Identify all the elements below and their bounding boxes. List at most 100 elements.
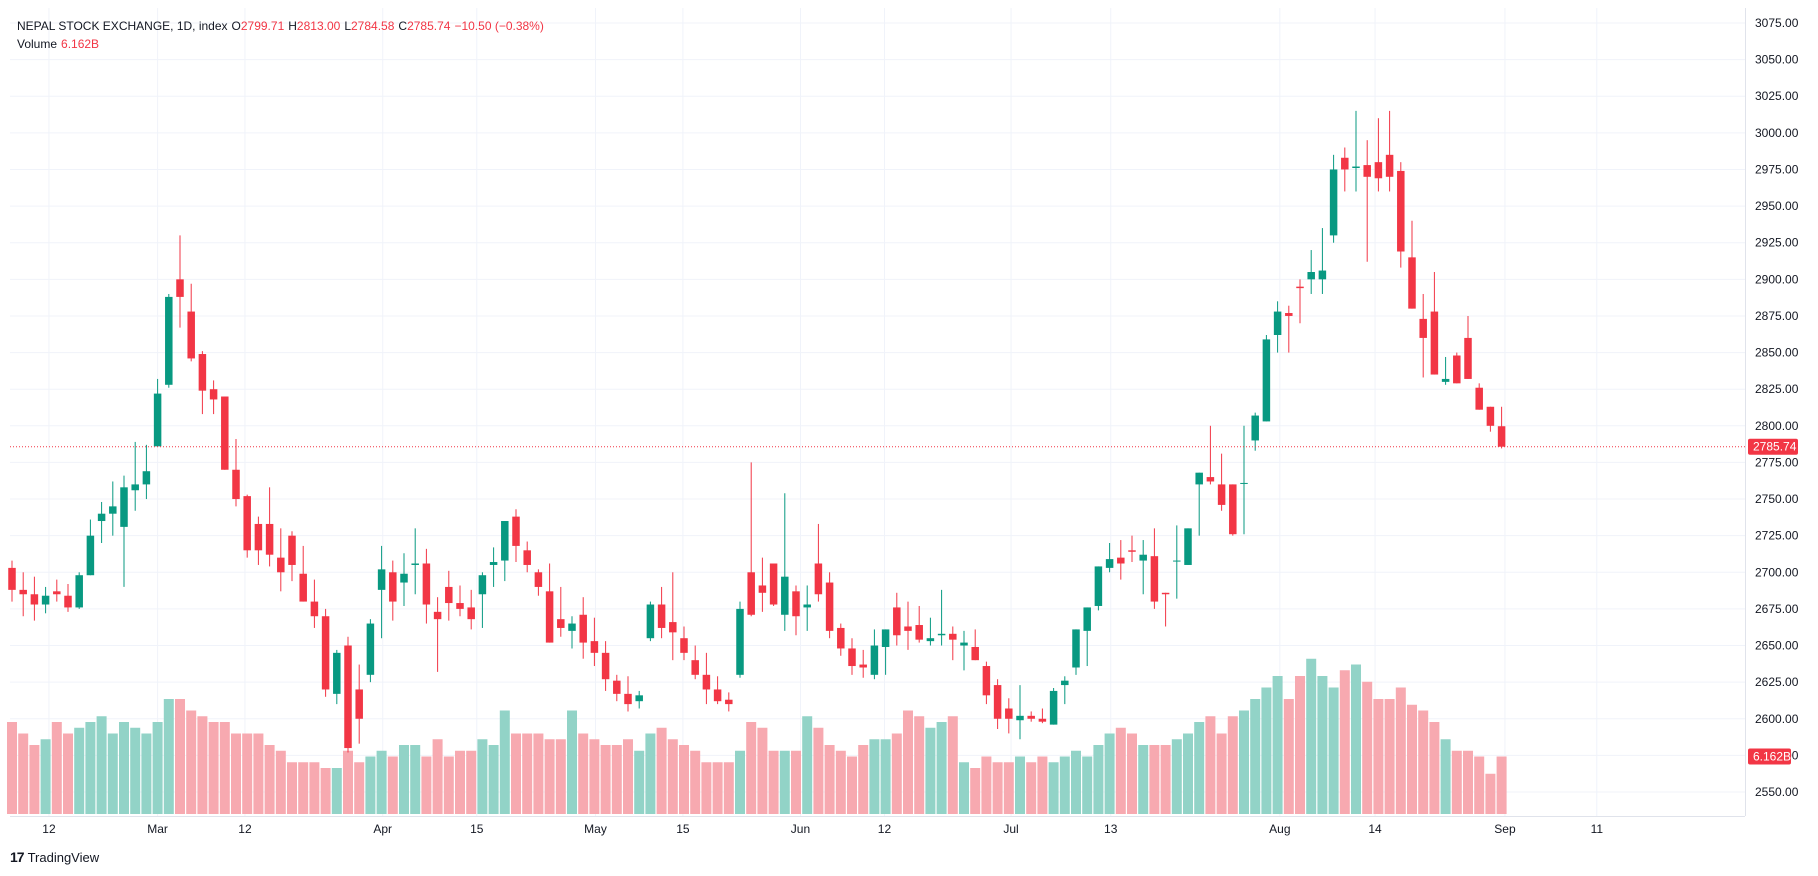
volume-bar	[29, 745, 40, 814]
volume-bar	[96, 716, 107, 814]
candle-body	[243, 496, 251, 551]
price-tick-label: 2600.00	[1755, 712, 1799, 726]
volume-bar	[208, 722, 219, 814]
candle-body	[198, 354, 207, 391]
candle-body	[97, 513, 106, 522]
volume-bar	[533, 733, 544, 814]
candle-body	[445, 586, 453, 604]
legend-high-label: H	[288, 19, 297, 33]
volume-bar	[824, 745, 835, 814]
tradingview-brand[interactable]: 17 TradingView	[10, 849, 99, 865]
candle-body	[1094, 566, 1103, 606]
candle-body	[635, 695, 643, 702]
candle-body	[1441, 378, 1450, 382]
volume-bar	[219, 722, 230, 814]
tradingview-logo-icon: 17	[10, 849, 25, 865]
legend-volume-label[interactable]: Volume	[17, 37, 58, 51]
volume-bar	[197, 716, 208, 814]
volume-bar	[107, 733, 118, 814]
time-axis[interactable]: 12 Mar 12 Apr 15 May 15 Jun 12 Jul 13 Aug 14 Sep 11	[42, 822, 1603, 836]
volume-bar	[847, 756, 857, 814]
volume-bar	[443, 756, 454, 814]
candle-body	[344, 645, 352, 749]
price-tick-label: 2925.00	[1755, 236, 1799, 250]
volume-bar	[343, 750, 353, 814]
candle-body	[601, 652, 610, 680]
candle-body	[613, 680, 621, 694]
volume-bar	[119, 722, 129, 814]
volume-bar	[1373, 699, 1384, 814]
volume-bar	[1250, 699, 1261, 814]
volume-bar	[253, 733, 264, 814]
candle-body	[422, 563, 431, 605]
candle-body	[1072, 629, 1080, 668]
volume-bar	[1339, 670, 1350, 814]
volume-bar	[264, 745, 275, 814]
candle-body	[321, 616, 330, 690]
candle-body	[949, 633, 957, 640]
candle-body	[355, 689, 363, 719]
volume-bar	[1104, 733, 1115, 814]
candle-body	[893, 607, 901, 636]
candle-body	[859, 664, 867, 668]
candle-body	[814, 563, 823, 595]
volume-bar	[791, 750, 801, 814]
volume-bar	[623, 739, 633, 814]
volume-bar	[645, 733, 656, 814]
price-tick-label: 2650.00	[1755, 639, 1799, 653]
candle-body	[232, 469, 240, 500]
volume-bar	[981, 756, 992, 814]
legend-volume-row: Volume 6.162B	[17, 35, 544, 53]
volume-bar	[1429, 722, 1440, 814]
volume-bar	[600, 745, 611, 814]
legend-symbol[interactable]: NEPAL STOCK EXCHANGE, 1D, index	[17, 19, 228, 33]
legend-high-value: 2813.00	[296, 19, 341, 33]
volume-bar	[488, 745, 499, 814]
volume-bar	[757, 727, 768, 814]
candle-body	[333, 652, 341, 694]
volume-bar	[925, 727, 936, 814]
volume-bar	[813, 727, 824, 814]
candle-body	[523, 550, 531, 565]
volume-bar	[1261, 687, 1272, 814]
volume-bar	[735, 750, 745, 814]
volume-bar	[331, 768, 342, 814]
volume-bar	[1295, 676, 1305, 814]
time-tick-label: Apr	[373, 822, 392, 836]
volume-bar	[679, 745, 689, 814]
candle-body	[624, 693, 632, 705]
candle-body	[781, 576, 789, 615]
candle-body	[221, 396, 229, 470]
volume-bar	[1407, 704, 1417, 814]
volume-bar	[947, 716, 958, 814]
candle-body	[109, 506, 117, 514]
volume-bar	[141, 733, 152, 814]
volume-bar	[1485, 773, 1496, 814]
candle-body	[1430, 311, 1439, 375]
price-axis[interactable]: 3075.00 3050.00 3025.00 3000.00 2975.00 2950.…	[1748, 16, 1799, 799]
price-tick-label: 2750.00	[1755, 492, 1799, 506]
time-tick-label: 15	[470, 822, 484, 836]
candle-body	[1038, 718, 1047, 722]
volume-bar	[1283, 699, 1294, 814]
candle-body	[1016, 715, 1024, 721]
volume-bar	[163, 699, 174, 814]
volume-bar	[1026, 762, 1037, 814]
candle-body	[1285, 313, 1293, 316]
candle-body	[792, 591, 800, 617]
volume-bar	[746, 722, 757, 814]
candle-body	[209, 389, 218, 400]
candle-body	[86, 535, 95, 576]
price-tick-label: 2550.00	[1755, 785, 1799, 799]
price-tick-label: 2625.00	[1755, 675, 1799, 689]
volume-bar	[1395, 687, 1406, 814]
candle-body	[1385, 154, 1394, 177]
candle-body	[937, 633, 946, 636]
volume-bar	[1171, 739, 1182, 814]
volume-bar	[1015, 756, 1025, 814]
time-tick-label: 15	[676, 822, 690, 836]
volume-bar	[656, 727, 667, 814]
price-tick-label: 3000.00	[1755, 126, 1799, 140]
candle-body	[825, 582, 834, 631]
